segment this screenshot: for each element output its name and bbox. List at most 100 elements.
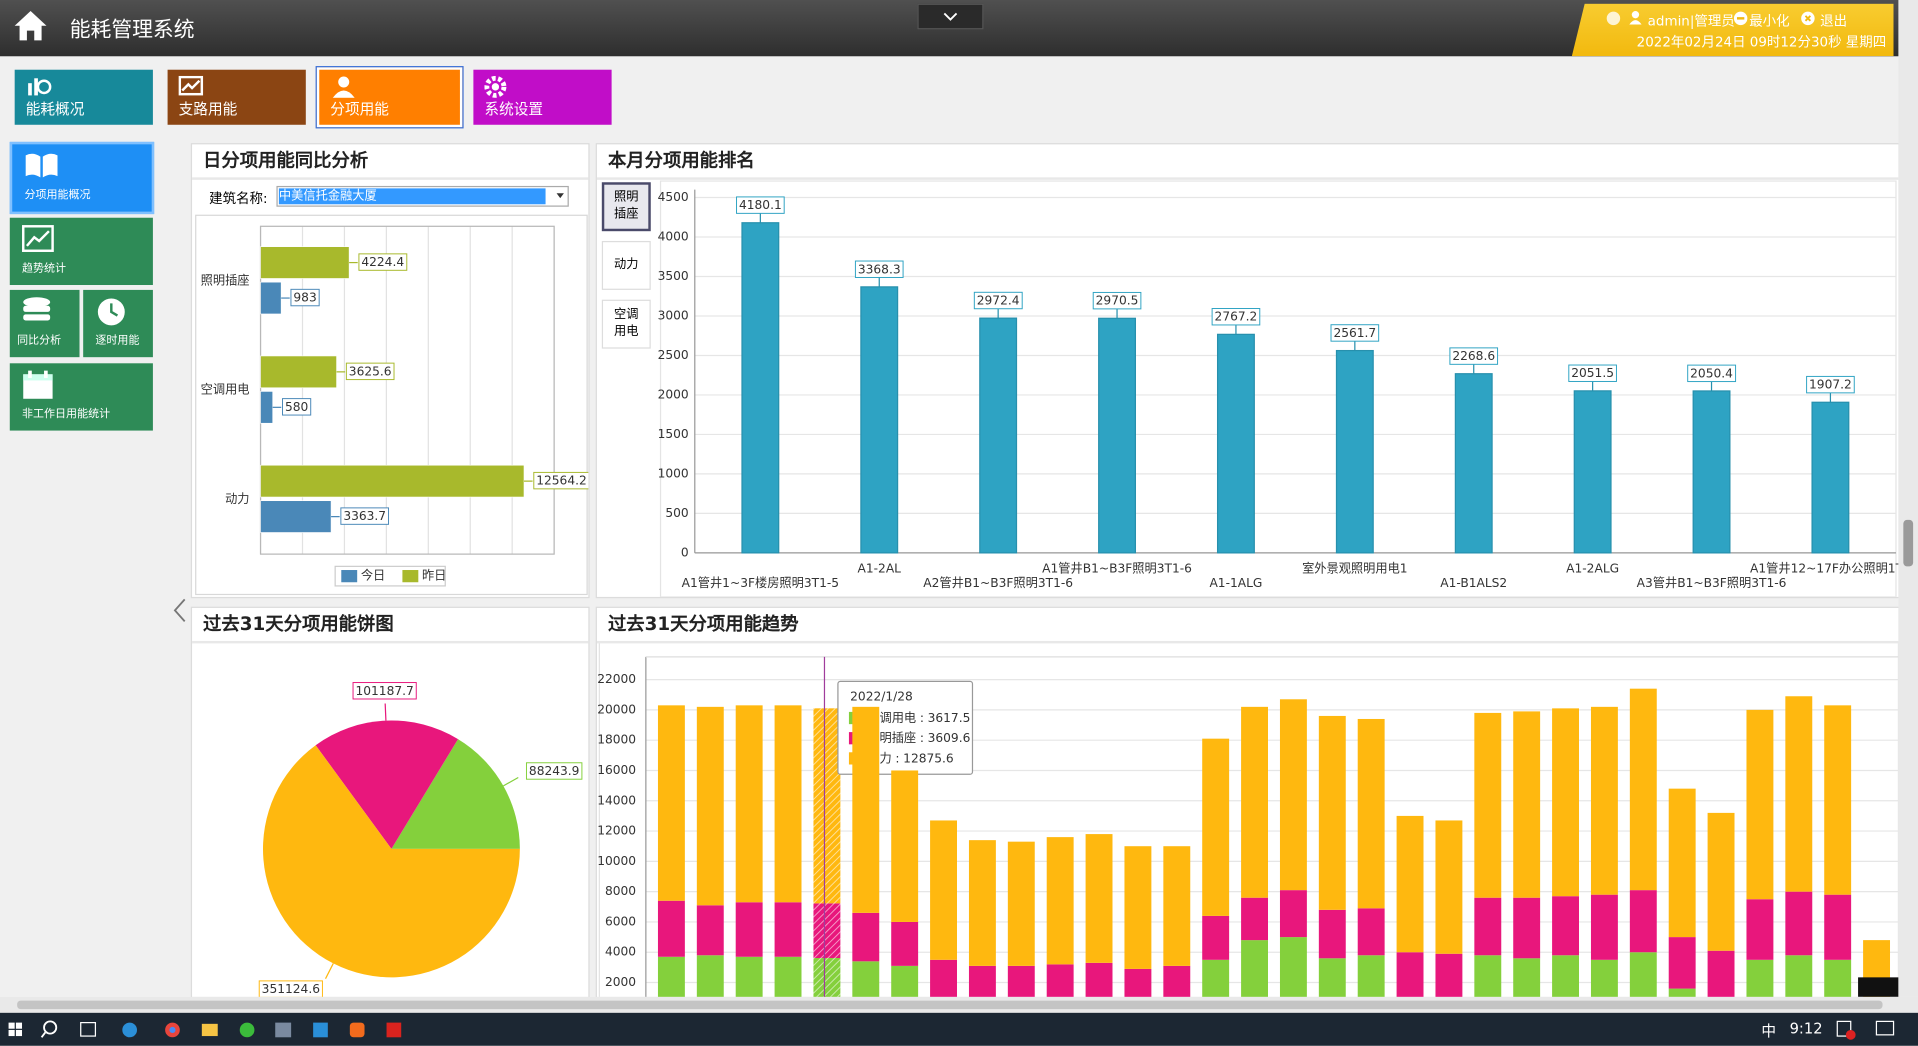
- bar-segment: [1124, 846, 1152, 969]
- ime-indicator[interactable]: 中: [1761, 1022, 1777, 1040]
- x-tick-label: A1管井1~3F楼房照明3T1-5: [682, 575, 839, 590]
- side-tile[interactable]: 同比分析: [9, 289, 80, 358]
- value-label: 2050.4: [1690, 366, 1733, 380]
- chart-frame: [195, 214, 588, 596]
- bar-segment: [1085, 834, 1113, 963]
- bar: [1692, 390, 1731, 554]
- tooltip-value: 12875.6: [903, 751, 954, 765]
- label-box: [973, 291, 1023, 310]
- overlay-box: [1858, 977, 1899, 997]
- value-label: 2972.4: [977, 294, 1020, 308]
- value-label: 3363.7: [343, 509, 386, 523]
- datetime: 2022年02月24日 09时12分30秒 星期四: [1636, 34, 1887, 51]
- bar-segment: [1785, 955, 1813, 997]
- bar-segment: [774, 956, 802, 997]
- chart: 照明插座 983 4224.4 空调用电 580 3625.6 动力 3363.7 12564.…: [195, 214, 589, 596]
- side-label: 分项用能概况: [24, 189, 91, 202]
- value-label: 3625.6: [349, 364, 392, 378]
- logout-button[interactable]: 退出: [1820, 13, 1848, 30]
- collapse-toggle[interactable]: [917, 3, 984, 30]
- minimize-button[interactable]: 最小化: [1749, 13, 1790, 30]
- bar-segment: [1590, 706, 1618, 895]
- bar-segment: [1590, 959, 1618, 997]
- bar: [1216, 333, 1255, 554]
- y-tick-label: 3000: [658, 308, 689, 322]
- clock[interactable]: 9:12: [1789, 1020, 1823, 1038]
- bar-segment: [852, 912, 880, 962]
- nav-label: 分项用能: [330, 100, 390, 118]
- bar-segment: [1007, 965, 1035, 997]
- label-box: [290, 288, 320, 307]
- hover-overlay: [813, 708, 841, 997]
- value-label: 4224.4: [361, 255, 404, 269]
- category-tab[interactable]: 照明插座: [601, 182, 651, 232]
- side-tile[interactable]: 逐时用能: [83, 289, 153, 358]
- side-label: 逐时用能: [95, 335, 140, 348]
- bar: [979, 317, 1018, 554]
- side-tile[interactable]: 非工作日用能统计: [9, 363, 153, 431]
- bar-segment: [891, 770, 919, 922]
- x-tick-label: 室外景观照明用电1: [1302, 560, 1408, 575]
- y-tick-label: 20000: [597, 702, 636, 716]
- bar-segment: [1435, 820, 1463, 954]
- bar-segment: [735, 705, 763, 903]
- category-label: 动力: [225, 492, 249, 506]
- label-box: [533, 471, 589, 490]
- y-tick-label: 4500: [658, 190, 689, 204]
- bar-segment: [1241, 897, 1269, 941]
- side-label: 同比分析: [17, 335, 62, 348]
- tooltip-separator: :: [895, 751, 899, 765]
- y-tick-label: 1500: [658, 427, 689, 441]
- value-label: 983: [293, 291, 316, 305]
- value-label: 580: [285, 400, 308, 414]
- bar-segment: [1357, 908, 1385, 956]
- label-box: [1449, 347, 1499, 365]
- bar-segment: [1552, 708, 1580, 897]
- label-box: [854, 260, 904, 278]
- tooltip-value: 3617.5: [928, 711, 971, 725]
- horizontal-scrollbar[interactable]: [0, 996, 1918, 1013]
- category-tab[interactable]: 空调用电: [601, 299, 651, 349]
- legend-label: 今日: [361, 568, 385, 583]
- y-tick-label: 4000: [658, 229, 689, 243]
- tooltip-value: 3609.6: [928, 731, 971, 745]
- side-tile[interactable]: 趋势统计: [9, 217, 153, 286]
- label-box: [352, 682, 417, 700]
- label-leader: [384, 703, 387, 721]
- y-tick-label: 8000: [605, 884, 636, 898]
- panel-title: 本月分项用能排名: [596, 144, 1899, 180]
- bar-segment: [774, 705, 802, 903]
- y-tick-label: 14000: [597, 793, 636, 807]
- category-tab[interactable]: 动力: [601, 240, 651, 290]
- bar-segment: [1318, 909, 1346, 959]
- y-tick-label: 10000: [597, 854, 636, 868]
- pie-slice: [391, 739, 520, 849]
- user-name[interactable]: admin|管理员: [1647, 13, 1735, 30]
- bar-segment: [774, 902, 802, 957]
- bar-segment: [1474, 955, 1502, 997]
- taskbar-icons[interactable]: [0, 1013, 416, 1046]
- bar-segment: [1396, 815, 1424, 953]
- home-icon[interactable]: [12, 9, 49, 43]
- nav-tile[interactable]: 能耗概况: [14, 69, 153, 125]
- bar-segment: [1474, 712, 1502, 898]
- vertical-scrollbar[interactable]: [1898, 0, 1918, 997]
- bar-segment: [1046, 964, 1074, 997]
- collapse-arrow[interactable]: [171, 597, 188, 624]
- value-label: 12564.2: [536, 474, 587, 488]
- filter-label: 建筑名称:: [209, 190, 268, 207]
- tooltip-name: 照明插座: [867, 730, 916, 745]
- nav-tile[interactable]: 系统设置: [473, 69, 612, 125]
- nav-tile[interactable]: 支路用能: [167, 69, 306, 125]
- label-box: [1568, 364, 1617, 382]
- label-box: [525, 762, 583, 780]
- bar-segment: [696, 905, 724, 956]
- label-box: [1092, 291, 1142, 310]
- label-box: [340, 507, 390, 525]
- tooltip-name: 空调用电: [867, 711, 916, 725]
- building-select[interactable]: 中美信托金融大厦: [276, 185, 569, 207]
- side-tile[interactable]: 分项用能概况: [9, 141, 155, 215]
- bar-segment: [1629, 952, 1657, 997]
- bar-segment: [1552, 896, 1580, 956]
- nav-tile[interactable]: 分项用能: [315, 66, 464, 129]
